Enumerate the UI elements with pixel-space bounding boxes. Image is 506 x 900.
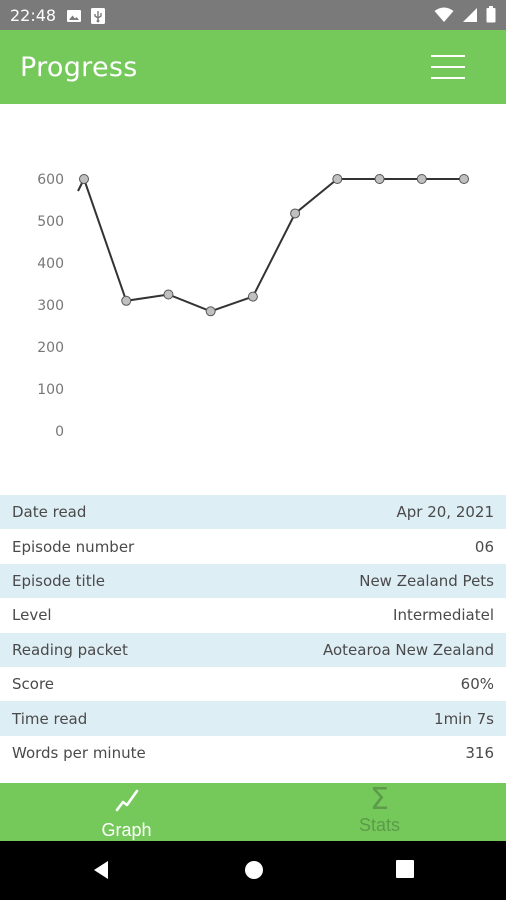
- detail-value: Apr 20, 2021: [396, 503, 494, 522]
- data-point[interactable]: [247, 291, 258, 302]
- detail-row-score: Score 60%: [0, 666, 506, 702]
- y-tick-label: 500: [37, 214, 64, 230]
- recents-icon[interactable]: [396, 860, 414, 883]
- detail-label: Reading packet: [12, 640, 128, 659]
- line-graph-icon: [113, 786, 141, 819]
- y-tick-label: 600: [37, 172, 64, 188]
- detail-value: 60%: [460, 675, 494, 694]
- detail-value: 316: [465, 743, 494, 762]
- details-table: Date read Apr 20, 2021 Episode number 06…: [0, 495, 506, 783]
- y-tick-label: 0: [55, 424, 64, 440]
- tab-graph-label: Graph: [101, 820, 152, 840]
- signal-icon: [462, 7, 478, 28]
- data-point[interactable]: [290, 208, 301, 219]
- system-nav-bar: [0, 841, 506, 900]
- page-title: Progress: [20, 52, 138, 83]
- detail-label: Words per minute: [12, 743, 146, 762]
- data-point[interactable]: [332, 174, 343, 184]
- data-point[interactable]: [79, 174, 89, 184]
- detail-value: Intermediatel: [393, 606, 494, 625]
- bottom-nav: Graph Σ Stats: [0, 783, 506, 841]
- hamburger-menu-icon: [431, 55, 465, 57]
- data-point[interactable]: [459, 174, 469, 184]
- detail-value: New Zealand Pets: [359, 571, 494, 590]
- tab-graph[interactable]: Graph: [0, 783, 253, 841]
- wifi-icon: [434, 7, 454, 28]
- data-point[interactable]: [416, 174, 427, 184]
- detail-value: 1min 7s: [434, 709, 494, 728]
- detail-row-level: Level Intermediatel: [0, 598, 506, 633]
- series-line: [83, 178, 464, 313]
- detail-row-episode-title: Episode title New Zealand Pets: [0, 563, 506, 599]
- detail-label: Date read: [12, 503, 87, 522]
- y-tick-label: 400: [37, 256, 64, 272]
- menu-button[interactable]: [430, 52, 466, 82]
- battery-icon: [486, 6, 496, 28]
- y-tick-label: 300: [37, 298, 64, 314]
- detail-value: 06: [474, 537, 494, 556]
- data-point[interactable]: [205, 306, 216, 317]
- image-icon: [66, 8, 82, 29]
- y-tick-label: 100: [37, 382, 64, 398]
- back-icon[interactable]: [91, 860, 111, 885]
- line-chart: 600 500 400 300 200 100 0: [37, 172, 469, 440]
- data-point[interactable]: [121, 295, 132, 306]
- detail-row-time-read: Time read 1min 7s: [0, 701, 506, 736]
- detail-label: Time read: [12, 709, 88, 728]
- progress-chart: 600 500 400 300 200 100 0: [0, 104, 506, 495]
- detail-row-words-per-minute: Words per minute 316: [0, 735, 506, 771]
- usb-icon: [90, 7, 106, 30]
- data-point[interactable]: [163, 289, 174, 300]
- detail-row-date-read: Date read Apr 20, 2021: [0, 495, 506, 530]
- data-point[interactable]: [374, 174, 385, 184]
- tab-stats-label: Stats: [358, 815, 401, 835]
- detail-label: Score: [12, 675, 55, 694]
- status-bar: 22:48: [0, 0, 506, 30]
- home-icon[interactable]: [244, 860, 264, 885]
- detail-value: Aotearoa New Zealand: [322, 640, 494, 659]
- detail-row-reading-packet: Reading packet Aotearoa New Zealand: [0, 632, 506, 667]
- detail-label: Episode number: [12, 537, 135, 556]
- detail-label: Level: [12, 606, 52, 625]
- y-tick-label: 200: [37, 340, 64, 356]
- detail-row-episode-number: Episode number 06: [0, 529, 506, 564]
- status-time: 22:48: [10, 6, 57, 25]
- detail-label: Episode title: [12, 571, 106, 590]
- app-bar: Progress: [0, 30, 506, 104]
- tab-stats[interactable]: Σ Stats: [253, 783, 506, 841]
- sigma-icon: Σ: [370, 782, 389, 817]
